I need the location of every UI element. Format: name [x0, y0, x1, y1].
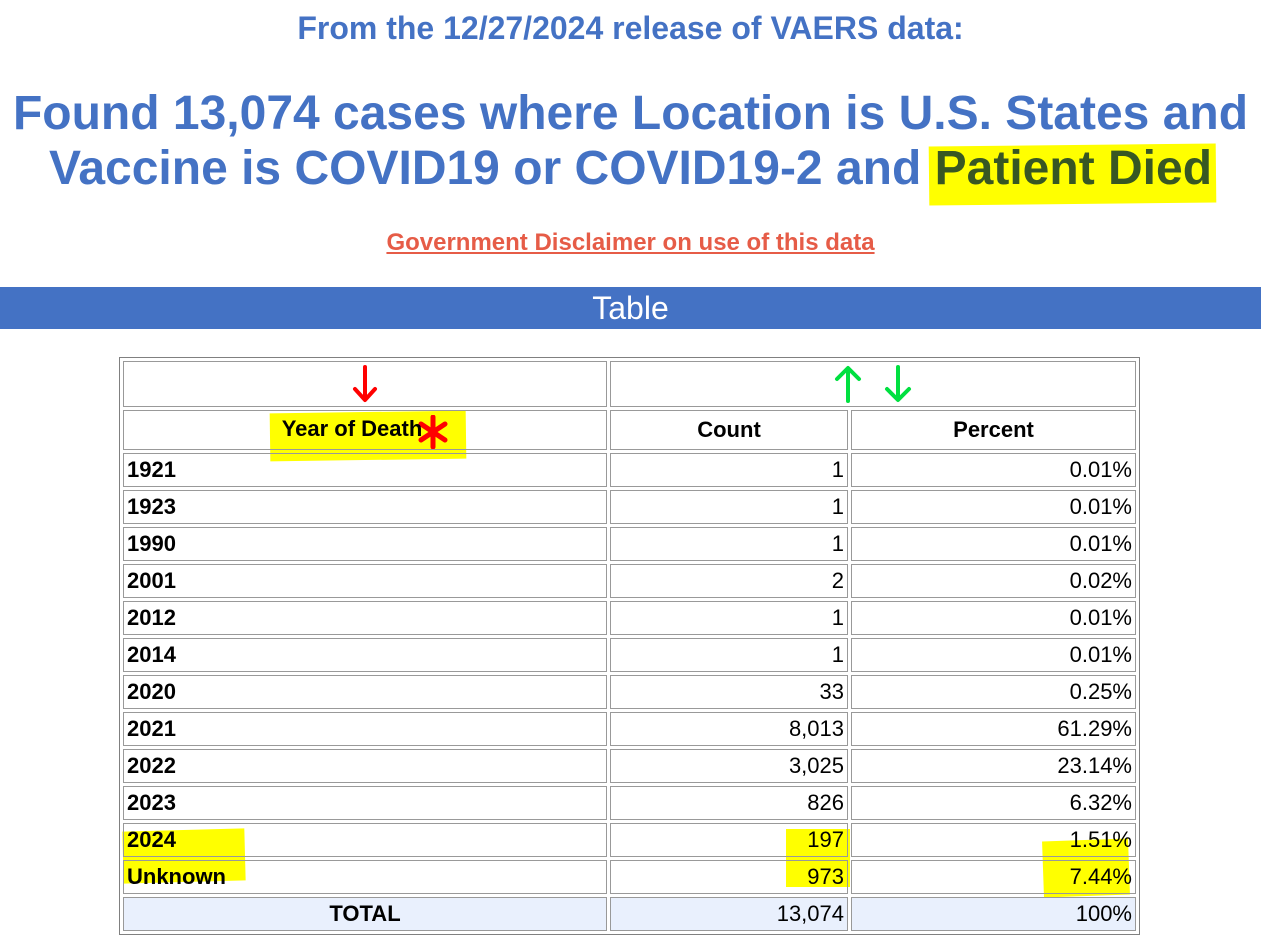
table-row: 1923 1 0.01% [123, 490, 1136, 524]
page-title: Found 13,074 cases where Location is U.S… [0, 86, 1261, 196]
table-row: 1990 1 0.01% [123, 527, 1136, 561]
table-header-row: Year of Death Count Percent [123, 410, 1136, 450]
row-count: 3,025 [610, 749, 848, 783]
table-row: 2021 8,013 61.29% [123, 712, 1136, 746]
disclaimer-link[interactable]: Government Disclaimer on use of this dat… [386, 229, 875, 256]
total-row: TOTAL 13,074 100% [123, 897, 1136, 931]
table-body: 1921 1 0.01% 1923 1 0.01% 1990 1 0.01% 2001 2 0.02%… [123, 453, 1136, 894]
row-year: 2022 [123, 749, 607, 783]
table-row: 1921 1 0.01% [123, 453, 1136, 487]
sort-down-green-icon[interactable] [883, 364, 913, 404]
table-row: 2023 826 6.32% [123, 786, 1136, 820]
row-year: 1923 [123, 490, 607, 524]
row-percent: 0.01% [851, 638, 1136, 672]
table-row: Unknown 973 7.44% [123, 860, 1136, 894]
table-row: 2020 33 0.25% [123, 675, 1136, 709]
headline-text: Found 13,074 cases where Location is U.S… [12, 87, 1249, 195]
row-percent: 23.14% [851, 749, 1136, 783]
row-count: 1 [610, 601, 848, 635]
row-percent: 0.02% [851, 564, 1136, 598]
sort-down-red-icon[interactable] [352, 364, 378, 404]
row-count: 1 [610, 638, 848, 672]
data-table: Year of Death Count Percent 1921 1 0.01% 19… [119, 357, 1140, 935]
row-count: 33 [610, 675, 848, 709]
headline-highlight: Patient Died [934, 142, 1213, 195]
row-year: 2021 [123, 712, 607, 746]
sort-up-green-icon[interactable] [833, 364, 863, 404]
row-count: 2 [610, 564, 848, 598]
release-line: From the 12/27/2024 release of VAERS dat… [297, 10, 964, 46]
row-percent: 0.01% [851, 527, 1136, 561]
table-row: 2022 3,025 23.14% [123, 749, 1136, 783]
row-percent: 1.51% [851, 823, 1136, 857]
table-row: 2024 197 1.51% [123, 823, 1136, 857]
column-header-count[interactable]: Count [610, 410, 848, 450]
row-year: 2024 [123, 823, 607, 857]
value-sort-cell [610, 361, 1136, 407]
row-year: 2012 [123, 601, 607, 635]
table-row: 2014 1 0.01% [123, 638, 1136, 672]
sort-controls-row [123, 361, 1136, 407]
column-header-percent[interactable]: Percent [851, 410, 1136, 450]
row-percent: 61.29% [851, 712, 1136, 746]
row-percent: 7.44% [851, 860, 1136, 894]
table-row: 2012 1 0.01% [123, 601, 1136, 635]
year-header-label: Year of Death [281, 415, 423, 441]
row-count: 1 [610, 490, 848, 524]
section-header-bar: Table [0, 287, 1261, 329]
row-percent: 0.01% [851, 453, 1136, 487]
row-percent: 0.01% [851, 601, 1136, 635]
row-count: 1 [610, 453, 848, 487]
row-count: 1 [610, 527, 848, 561]
row-year: 2001 [123, 564, 607, 598]
row-percent: 0.01% [851, 490, 1136, 524]
row-count: 973 [610, 860, 848, 894]
row-year: 1990 [123, 527, 607, 561]
row-percent: 0.25% [851, 675, 1136, 709]
section-title: Table [592, 290, 669, 326]
row-count: 826 [610, 786, 848, 820]
total-label: TOTAL [123, 897, 607, 931]
row-year: 2014 [123, 638, 607, 672]
year-sort-cell [123, 361, 607, 407]
row-year: Unknown [123, 860, 607, 894]
asterisk-icon [418, 415, 448, 449]
row-year: 2020 [123, 675, 607, 709]
row-count: 8,013 [610, 712, 848, 746]
row-year: 2023 [123, 786, 607, 820]
row-count: 197 [610, 823, 848, 857]
row-year: 1921 [123, 453, 607, 487]
column-header-year[interactable]: Year of Death [123, 410, 607, 450]
row-percent: 6.32% [851, 786, 1136, 820]
table-row: 2001 2 0.02% [123, 564, 1136, 598]
